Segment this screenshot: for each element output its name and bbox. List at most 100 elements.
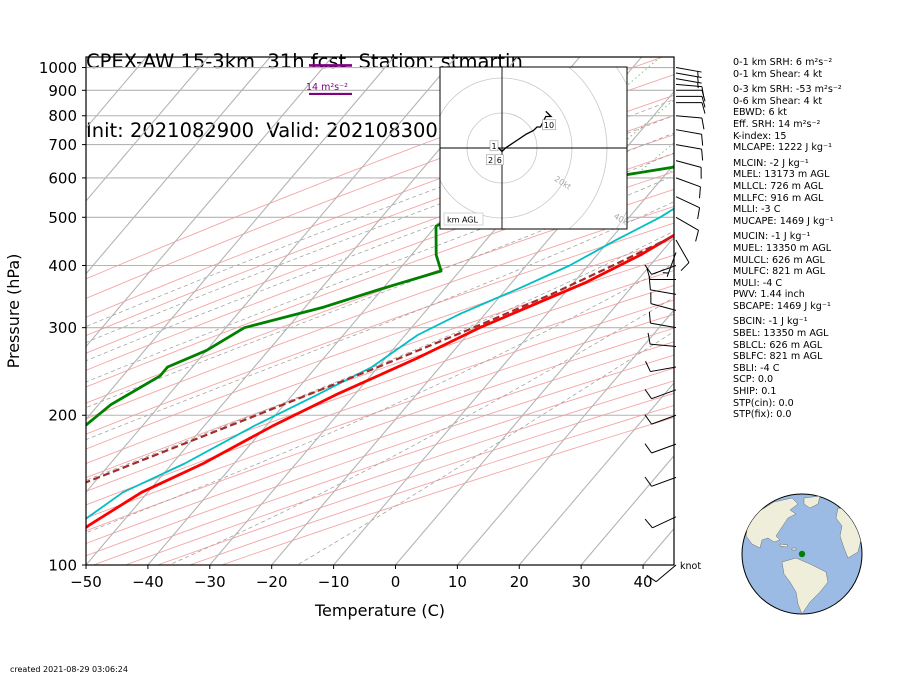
x-axis-label: Temperature (C) xyxy=(314,601,445,620)
isotherm xyxy=(86,57,209,202)
wind-barb xyxy=(644,389,677,400)
x-tick-label: 40 xyxy=(634,573,653,591)
wind-barb-feather xyxy=(648,311,651,324)
index-row: SBCIN: -1 J kg⁻¹ xyxy=(733,316,808,328)
wind-barb xyxy=(675,72,702,83)
parcel-line xyxy=(86,234,674,484)
globe-north-america xyxy=(745,497,799,549)
dry-adiabat xyxy=(86,299,674,506)
wind-barb xyxy=(675,216,700,242)
wind-barb-staff xyxy=(650,303,677,311)
hodograph-frame xyxy=(439,66,628,230)
wind-barb-feather xyxy=(644,476,652,487)
y-tick-label: 600 xyxy=(48,169,77,187)
wind-barb-staff xyxy=(675,216,699,231)
index-row: EBWD: 6 kt xyxy=(733,107,787,119)
location-globe xyxy=(741,493,863,615)
wind-barb-staff xyxy=(675,72,702,79)
y-tick-label: 200 xyxy=(48,407,77,425)
hodograph-height-box xyxy=(489,140,499,152)
hodograph-height-marker: 6 xyxy=(494,154,504,166)
wind-barb xyxy=(646,564,677,583)
wind-barb xyxy=(644,414,677,425)
hodograph-height-label: 2 xyxy=(488,156,493,165)
wind-barb-feather xyxy=(648,278,651,290)
x-tick-label: 30 xyxy=(572,573,591,591)
isotherm xyxy=(333,163,674,565)
wind-barb-half-feather xyxy=(697,82,699,89)
hodograph-height-marker: 1 xyxy=(489,140,499,152)
wind-barb-feather xyxy=(645,361,651,372)
wind-barb xyxy=(644,476,677,487)
y-axis-label: Pressure (hPa) xyxy=(4,254,23,369)
wind-barb-staff xyxy=(651,389,677,400)
y-tick-label: 1000 xyxy=(39,59,77,77)
wind-barb xyxy=(675,129,704,146)
index-row: MLLI: -3 C xyxy=(733,204,781,216)
wind-barb xyxy=(675,160,702,179)
dry-adiabat xyxy=(86,327,674,532)
wind-barb-staff xyxy=(651,265,677,275)
wind-barb-feather xyxy=(701,134,704,146)
moist-adiabat xyxy=(168,297,674,565)
y-tick-label: 400 xyxy=(48,257,77,275)
wind-barb xyxy=(644,443,677,454)
created-timestamp: created 2021-08-29 03:06:24 xyxy=(10,665,128,674)
wind-barb-staff xyxy=(675,196,700,209)
wind-barb-staff xyxy=(650,343,677,347)
wind-barb-feather xyxy=(644,414,652,425)
index-row: 0-1 km SRH: 6 m²s⁻² xyxy=(733,57,833,68)
isotherm xyxy=(518,382,674,565)
moist-adiabat xyxy=(86,201,674,441)
wind-barb-staff xyxy=(675,144,702,150)
hodograph-trace xyxy=(494,110,553,153)
wetbulb-line xyxy=(86,207,674,520)
y-tick-label: 500 xyxy=(48,209,77,227)
wind-barb-staff xyxy=(650,289,677,295)
isotherm xyxy=(580,454,674,565)
x-tick-label: 20 xyxy=(510,573,529,591)
index-row: 0-6 km Shear: 4 kt xyxy=(733,95,823,107)
index-row: SBLFC: 821 m AGL xyxy=(733,351,823,363)
hodograph-height-label: 6 xyxy=(497,156,502,165)
wind-barb xyxy=(676,89,706,102)
plot-frame xyxy=(85,56,675,566)
wind-barb-feather xyxy=(695,230,700,242)
mixing-ratio-line xyxy=(831,57,906,174)
dry-adiabat xyxy=(86,171,674,388)
wind-barb xyxy=(675,83,705,98)
wind-barb-staff xyxy=(651,476,677,487)
globe-greenland xyxy=(803,495,821,509)
wind-barb-feather xyxy=(644,443,652,454)
wind-barb xyxy=(675,144,704,161)
hodograph-units-label: km AGL xyxy=(447,216,479,225)
wind-barb-staff xyxy=(652,516,677,529)
wind-barb-feather xyxy=(701,102,706,114)
index-row: MLCIN: -2 J kg⁻¹ xyxy=(733,157,809,169)
wind-barb-feather xyxy=(701,90,706,102)
index-row: MULI: -4 C xyxy=(733,277,783,289)
isotherm xyxy=(456,309,674,565)
index-row: STP(cin): 0.0 xyxy=(733,397,794,409)
wind-barb-feather xyxy=(647,332,651,345)
index-row: SBEL: 13350 m AGL xyxy=(733,328,829,340)
dry-adiabat xyxy=(86,284,674,492)
dry-adiabat xyxy=(86,188,674,404)
wind-barb-feather xyxy=(697,207,701,220)
wind-barb-staff xyxy=(675,129,702,135)
wind-barb xyxy=(648,278,677,295)
hodograph-height-marker: 10 xyxy=(542,119,556,131)
wind-barb xyxy=(675,115,705,130)
wind-barb-staff xyxy=(666,252,677,278)
index-row: MULCL: 626 m AGL xyxy=(733,254,825,266)
isotherm xyxy=(86,57,457,494)
x-tick-label: −30 xyxy=(194,573,226,591)
wind-barb-staff xyxy=(650,366,677,373)
index-row: MLEL: 13173 m AGL xyxy=(733,169,830,181)
isotherm xyxy=(395,236,674,565)
wind-barb xyxy=(676,95,706,108)
mixing-ratio-line xyxy=(863,57,906,174)
dry-adiabat xyxy=(86,222,674,435)
wind-barb xyxy=(662,252,677,278)
indices-panel: 0-1 km SRH: 6 m²s⁻² 0-1 km Shear: 4 kt 0-3… xyxy=(733,57,842,421)
